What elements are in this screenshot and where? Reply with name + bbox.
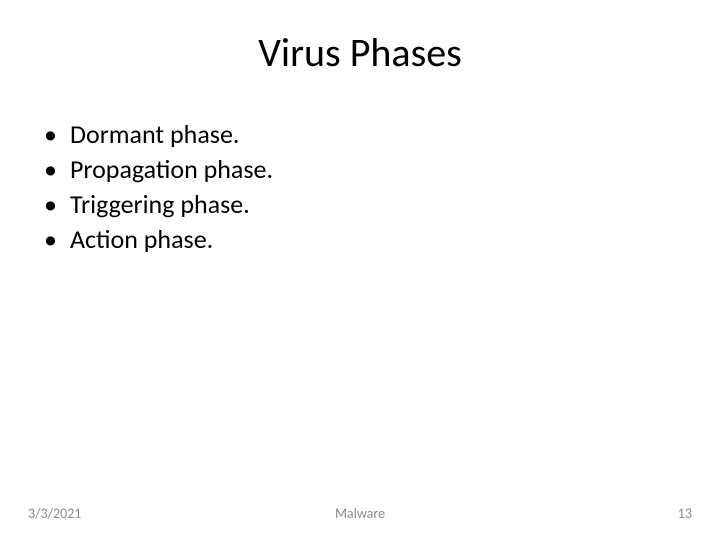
list-item: Action phase. (40, 222, 720, 257)
slide-footer: 3/3/2021 Malware 13 (0, 505, 720, 522)
slide-title: Virus Phases (0, 0, 720, 77)
list-item: Propagation phase. (40, 152, 720, 187)
list-item: Dormant phase. (40, 117, 720, 152)
list-item: Triggering phase. (40, 187, 720, 222)
footer-center: Malware (249, 505, 470, 522)
footer-page-number: 13 (471, 505, 692, 522)
footer-date: 3/3/2021 (28, 505, 249, 522)
bullet-list: Dormant phase. Propagation phase. Trigge… (0, 77, 720, 257)
